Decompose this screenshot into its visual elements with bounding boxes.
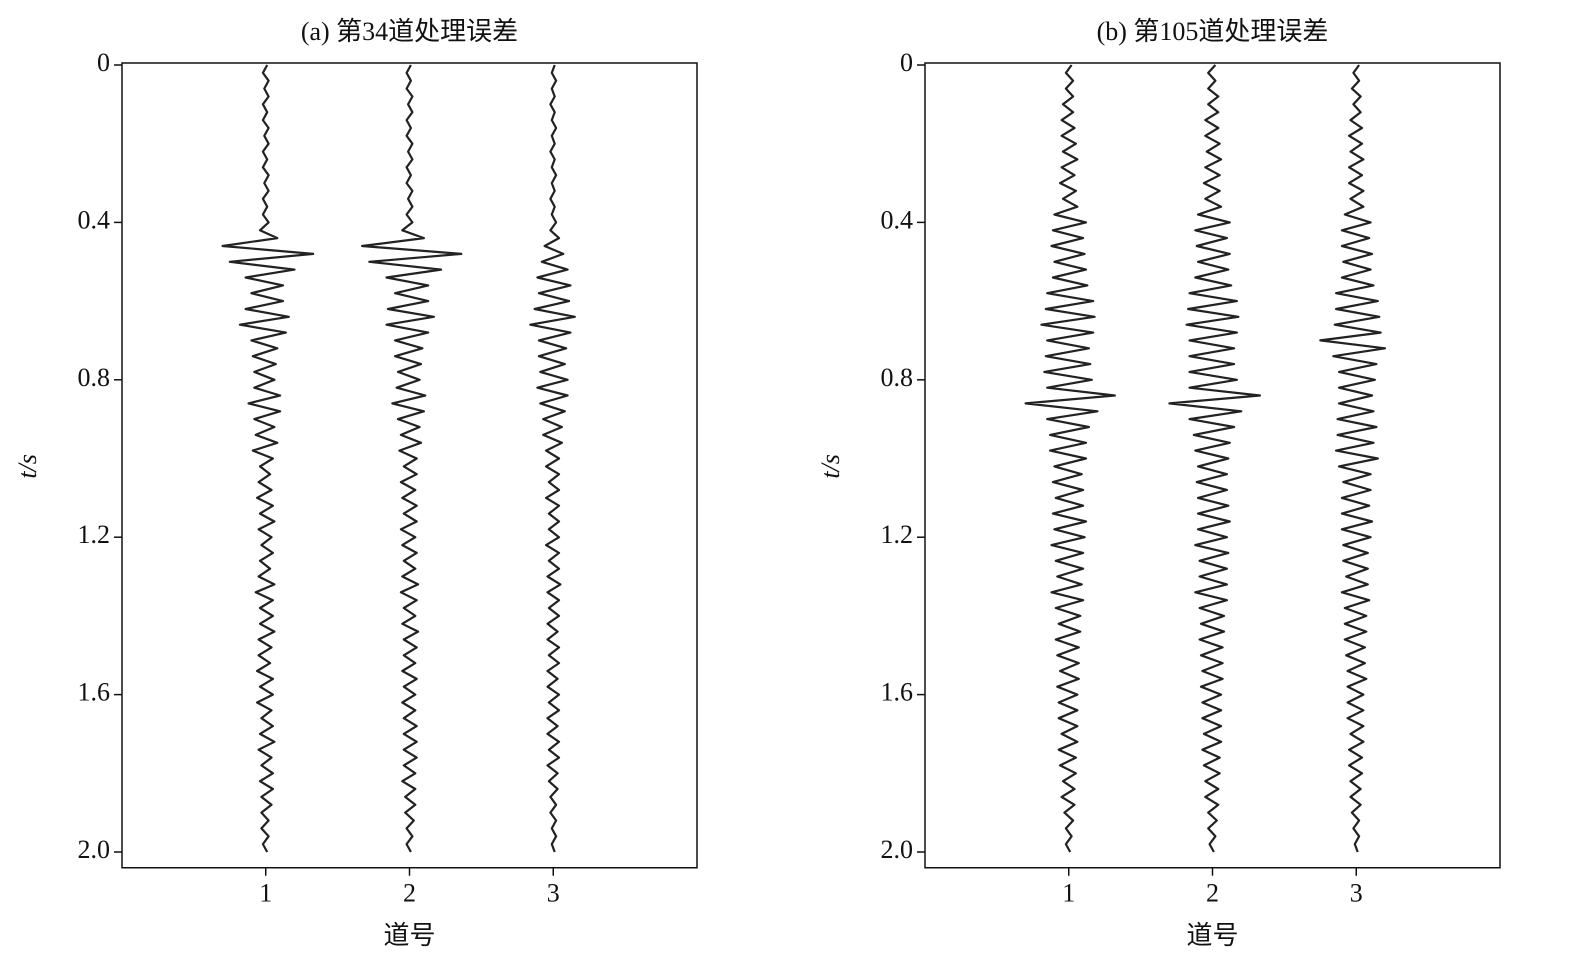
trace [361,64,463,853]
trace [529,64,576,853]
x-tick-label: 3 [1350,879,1363,908]
y-tick-label: 0.8 [881,363,914,392]
chart-title: (b) 第105道处理误差 [1097,17,1329,46]
trace [1024,64,1116,853]
y-tick-label: 0 [900,48,913,77]
y-tick-label: 1.2 [78,520,111,549]
y-tick-label: 1.6 [78,678,111,707]
y-tick-label: 2.0 [881,835,914,864]
y-tick-label: 0.8 [78,363,111,392]
y-tick-label: 0.4 [881,205,914,234]
trace [1168,64,1262,853]
x-tick-label: 2 [1206,879,1219,908]
trace [1319,64,1387,853]
y-tick-label: 1.6 [881,678,914,707]
trace [221,64,315,853]
y-axis-label: t/s [13,454,42,479]
y-tick-label: 1.2 [881,520,914,549]
y-tick-label: 0 [97,48,110,77]
y-tick-label: 2.0 [78,835,111,864]
x-tick-label: 3 [547,879,560,908]
y-tick-label: 0.4 [78,205,111,234]
chart-title: (a) 第34道处理误差 [301,17,518,46]
x-axis-label: 道号 [383,921,435,950]
x-tick-label: 2 [403,879,416,908]
plot-frame [924,62,1501,869]
x-tick-label: 1 [1062,879,1075,908]
x-tick-label: 1 [259,879,272,908]
y-axis-label: t/s [816,454,845,479]
x-axis-label: 道号 [1186,921,1238,950]
